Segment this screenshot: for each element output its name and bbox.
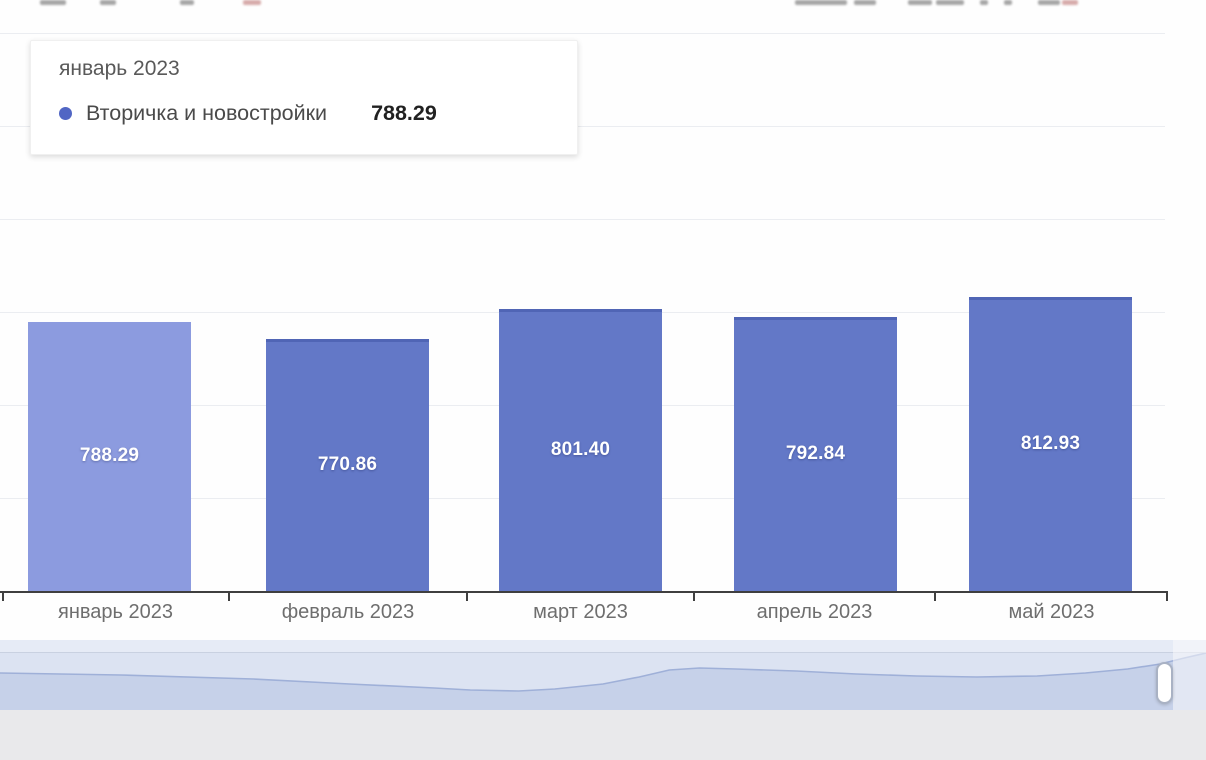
cropped-text-fragment	[100, 0, 116, 5]
range-slider-unselected-region	[1173, 640, 1206, 710]
bar-january-2023[interactable]: 788.29	[28, 321, 191, 591]
tooltip: январь 2023 Вторичка и новостройки 788.2…	[30, 40, 578, 155]
x-axis-label-march: март 2023	[533, 601, 628, 623]
cropped-text-fragment	[795, 0, 847, 5]
x-axis-tick	[466, 591, 468, 601]
cropped-text-fragment	[1062, 0, 1078, 5]
cropped-text-fragment	[908, 0, 932, 5]
x-axis-label-february: февраль 2023	[281, 601, 415, 623]
bar-data-label: 801.40	[550, 438, 611, 460]
series-marker-icon	[59, 107, 72, 120]
sparkline-area	[0, 653, 1206, 710]
bar-march-2023[interactable]: 801.40	[499, 308, 662, 591]
tooltip-series-row: Вторичка и новостройки 788.29	[59, 101, 577, 126]
cropped-text-fragment	[40, 0, 66, 5]
bar-data-label: 770.86	[317, 454, 378, 476]
x-axis-tick	[693, 591, 695, 601]
cropped-text-fragment	[1004, 0, 1012, 5]
bar-february-2023[interactable]: 770.86	[266, 339, 429, 591]
x-axis-tick	[934, 591, 936, 601]
gridline	[0, 126, 1165, 127]
x-axis-tick	[228, 591, 230, 601]
range-slider-handle[interactable]	[1156, 662, 1173, 704]
x-axis-line	[0, 591, 1168, 593]
x-axis-label-january: январь 2023	[58, 601, 173, 623]
cropped-text-fragment	[854, 0, 876, 5]
range-slider-top-strip	[0, 640, 1206, 653]
tooltip-title: январь 2023	[59, 57, 180, 80]
bar-data-label: 792.84	[785, 443, 846, 465]
bar-data-label: 788.29	[79, 445, 140, 467]
cropped-text-fragment	[936, 0, 964, 5]
bar-april-2023[interactable]: 792.84	[734, 317, 897, 591]
bar-data-label: 812.93	[1020, 433, 1081, 455]
tooltip-series-label: Вторичка и новостройки	[86, 101, 328, 125]
cropped-text-fragment	[980, 0, 988, 5]
range-slider-sparkline	[0, 652, 1206, 710]
gridline	[0, 33, 1165, 34]
bottom-background-strip	[0, 710, 1206, 760]
cropped-text-fragment	[1038, 0, 1060, 5]
tooltip-series-value: 788.29	[371, 101, 437, 125]
gridline	[0, 219, 1165, 220]
bar-may-2023[interactable]: 812.93	[969, 297, 1132, 591]
sparkline-line	[0, 652, 1206, 692]
x-axis-label-april: апрель 2023	[756, 601, 873, 623]
cropped-text-fragment	[180, 0, 194, 5]
x-axis-tick	[2, 591, 4, 601]
cropped-text-fragment	[243, 0, 261, 5]
x-axis-tick	[1166, 591, 1168, 601]
x-axis-label-may: май 2023	[1008, 601, 1095, 623]
range-slider-track[interactable]	[0, 640, 1206, 710]
